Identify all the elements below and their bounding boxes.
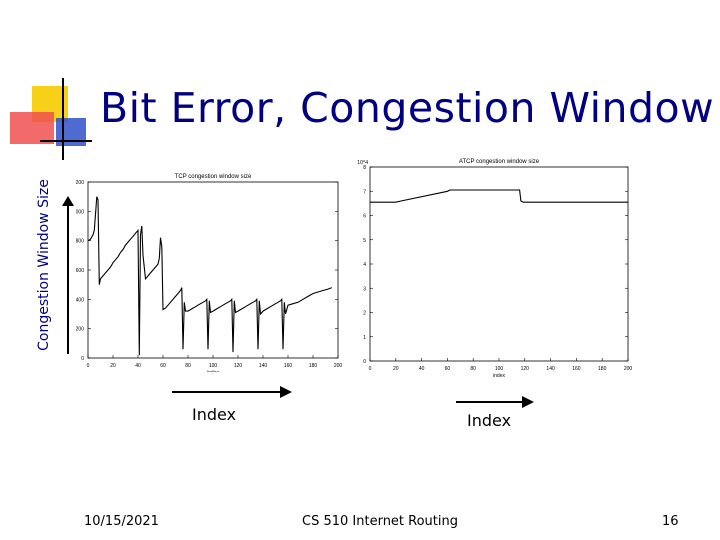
x-tick-label: 140 (546, 366, 555, 372)
x-tick-label: 20 (393, 366, 399, 372)
y-tick-label: 5 (363, 238, 366, 244)
y-tick-label: 0 (363, 359, 366, 365)
x-tick-label: 80 (470, 366, 476, 372)
series-line (87, 196, 333, 356)
x-tick-label: 200 (624, 366, 633, 372)
x-tick-label: 160 (284, 363, 293, 369)
x-tick-label: 100 (495, 366, 504, 372)
x-tick-label: 140 (259, 363, 268, 369)
x-tick-label: 40 (135, 363, 141, 369)
decoration-red-square (10, 112, 54, 144)
x-axis-arrow-left (172, 386, 292, 398)
x-axis-label-right: Index (467, 411, 512, 430)
x-axis-title: index (207, 370, 219, 372)
y-tick-label: 600 (76, 268, 84, 274)
y-tick-label: 200 (76, 327, 84, 333)
plot-frame (369, 166, 629, 362)
chart-title: TCP congestion window size (175, 174, 252, 180)
y-tick-label: 1000 (76, 209, 84, 215)
x-tick-label: 0 (87, 363, 90, 369)
y-tick-label: 3 (363, 286, 366, 292)
x-tick-label: 60 (445, 366, 451, 372)
y-axis-arrow (62, 196, 74, 354)
tcp-congestion-window-chart: TCP congestion window size 0 20 40 60 80 100 12… (76, 174, 343, 372)
y-axis-multiplier: x 10^4 (356, 160, 368, 166)
x-axis-arrow-right (456, 396, 534, 408)
y-tick-label: 1 (363, 335, 366, 341)
x-tick-label: 120 (521, 366, 530, 372)
x-tick-label: 60 (160, 363, 166, 369)
footer-course: CS 510 Internet Routing (302, 514, 458, 529)
x-axis-title: index (493, 373, 505, 377)
y-tick-label: 800 (76, 239, 84, 245)
x-axis-label-left: Index (192, 405, 237, 424)
x-tick-label: 180 (309, 363, 318, 369)
footer-page-number: 16 (662, 514, 679, 529)
plot-frame (87, 181, 339, 359)
y-axis-label: Congestion Window Size (36, 179, 52, 351)
series-line (370, 189, 628, 203)
decoration-horizontal-line (40, 140, 92, 142)
footer-date: 10/15/2021 (84, 514, 159, 529)
y-tick-label: 4 (363, 262, 366, 268)
y-tick-label: 0 (81, 356, 84, 362)
x-tick-label: 120 (234, 363, 243, 369)
x-tick-label: 160 (572, 366, 581, 372)
x-tick-label: 0 (369, 366, 372, 372)
chart-title: ATCP congestion window size (459, 159, 540, 165)
y-tick-label: 2 (363, 311, 366, 317)
x-tick-label: 200 (334, 363, 343, 369)
y-tick-label: 6 (363, 214, 366, 220)
y-tick-label: 1200 (76, 180, 84, 186)
y-tick-label: 8 (363, 165, 366, 171)
slide-title: Bit Error, Congestion Window (100, 84, 715, 132)
x-tick-label: 80 (185, 363, 191, 369)
x-tick-label: 100 (209, 363, 218, 369)
x-tick-label: 40 (419, 366, 425, 372)
y-tick-label: 400 (76, 297, 84, 303)
x-tick-label: 20 (110, 363, 116, 369)
x-tick-label: 180 (598, 366, 607, 372)
y-tick-label: 7 (363, 189, 366, 195)
decoration-vertical-line (62, 78, 64, 160)
